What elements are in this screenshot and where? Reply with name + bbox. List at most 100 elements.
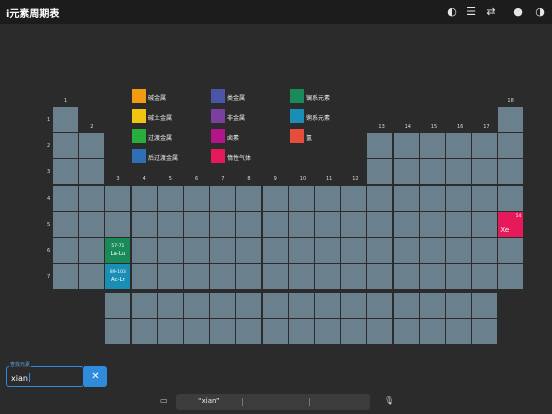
element-cell[interactable] [79,185,105,211]
element-cell[interactable] [498,264,524,290]
element-cell[interactable] [419,211,445,237]
element-cell[interactable] [472,264,498,290]
element-cell[interactable] [315,238,340,263]
element-cell[interactable] [210,211,236,237]
element-cell[interactable] [210,264,236,290]
element-cell[interactable] [446,211,471,237]
f-block-cell[interactable] [105,319,131,345]
element-cell[interactable] [367,211,393,237]
element-cell[interactable] [446,133,471,159]
element-cell[interactable] [53,211,78,237]
element-cell[interactable] [157,238,183,263]
element-cell[interactable] [184,264,209,290]
element-cell[interactable] [419,159,445,185]
f-block-cell[interactable] [184,293,209,318]
element-cell[interactable] [393,159,419,185]
element-cell[interactable] [131,264,157,290]
f-block-cell[interactable] [341,293,367,318]
f-block-cell[interactable] [262,293,288,318]
f-block-cell[interactable] [157,293,183,318]
element-cell[interactable] [341,211,367,237]
element-cell[interactable] [498,133,524,159]
search-input[interactable] [6,366,84,387]
element-cell[interactable] [53,238,78,263]
element-cell[interactable] [419,133,445,159]
element-cell-highlighted[interactable]: 54 Xe [498,211,524,237]
element-cell[interactable] [393,264,419,290]
f-block-cell[interactable] [367,319,393,345]
f-block-cell[interactable] [446,319,471,345]
f-block-cell[interactable] [236,319,262,345]
suggestion-item[interactable]: “xian” [198,397,220,405]
element-cell[interactable] [288,211,314,237]
f-block-cell[interactable] [472,319,498,345]
element-cell[interactable] [79,264,105,290]
element-cell[interactable] [498,107,524,132]
element-cell[interactable] [419,264,445,290]
f-block-cell[interactable] [419,319,445,345]
element-cell[interactable] [105,211,131,237]
f-block-cell[interactable] [341,319,367,345]
element-cell[interactable] [157,264,183,290]
element-cell[interactable] [393,185,419,211]
element-cell[interactable] [79,211,105,237]
f-block-cell[interactable] [157,319,183,345]
f-block-cell[interactable] [210,319,236,345]
f-block-cell[interactable] [446,293,471,318]
translate-icon[interactable]: ⇄ [486,5,496,18]
element-cell[interactable] [419,238,445,263]
clear-search-button[interactable]: ✕ [84,366,107,387]
element-cell[interactable] [210,238,236,263]
element-cell[interactable] [131,185,157,211]
element-cell[interactable] [472,133,498,159]
f-block-cell[interactable] [288,319,314,345]
element-cell[interactable] [498,238,524,263]
f-block-cell[interactable] [367,293,393,318]
f-block-cell[interactable] [315,319,340,345]
element-cell[interactable] [236,211,262,237]
search-value[interactable]: xian [11,373,30,383]
element-cell[interactable] [53,133,78,159]
element-cell[interactable] [367,185,393,211]
element-cell[interactable] [472,185,498,211]
element-cell[interactable] [184,211,209,237]
element-cell[interactable] [262,264,288,290]
element-cell[interactable] [446,159,471,185]
f-block-cell[interactable] [131,319,157,345]
actinide-placeholder[interactable]: 89-103 Ac-Lr [105,264,131,290]
element-cell[interactable] [288,264,314,290]
element-cell[interactable] [393,133,419,159]
element-cell[interactable] [262,211,288,237]
element-cell[interactable] [315,185,340,211]
element-cell[interactable] [367,238,393,263]
element-cell[interactable] [53,185,78,211]
list-icon[interactable]: ☰ [466,5,476,18]
microphone-icon[interactable]: 🎙 [384,396,395,405]
element-cell[interactable] [157,185,183,211]
element-cell[interactable] [498,185,524,211]
element-cell[interactable] [315,264,340,290]
f-block-cell[interactable] [131,293,157,318]
element-cell[interactable] [446,185,471,211]
element-cell[interactable] [472,238,498,263]
element-cell[interactable] [472,211,498,237]
f-block-cell[interactable] [105,293,131,318]
f-block-cell[interactable] [236,293,262,318]
element-cell[interactable] [262,185,288,211]
element-cell[interactable] [262,238,288,263]
element-cell[interactable] [131,238,157,263]
element-cell[interactable] [79,133,105,159]
element-cell[interactable] [367,133,393,159]
element-cell[interactable] [236,238,262,263]
element-cell[interactable] [367,264,393,290]
keyboard-icon[interactable]: ▭ [160,396,168,405]
element-cell[interactable] [131,211,157,237]
f-block-cell[interactable] [288,293,314,318]
element-cell[interactable] [498,159,524,185]
f-block-cell[interactable] [262,319,288,345]
element-cell[interactable] [393,211,419,237]
element-cell[interactable] [315,211,340,237]
element-cell[interactable] [446,264,471,290]
f-block-cell[interactable] [472,293,498,318]
f-block-cell[interactable] [393,319,419,345]
